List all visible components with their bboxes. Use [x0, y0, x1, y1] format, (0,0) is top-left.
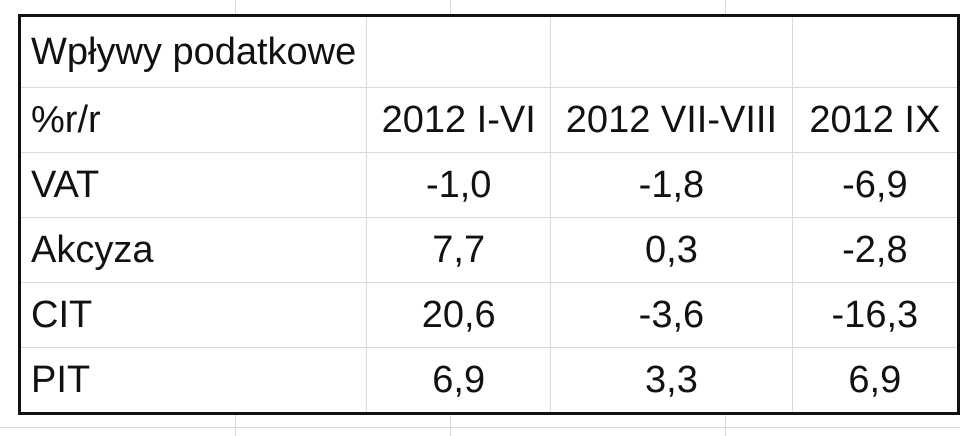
cell[interactable]: 20,6 [366, 282, 552, 348]
cell[interactable] [550, 15, 793, 88]
cell[interactable]: -2,8 [791, 217, 960, 283]
cell[interactable]: 6,9 [791, 347, 960, 414]
cell[interactable]: -3,6 [550, 282, 793, 348]
data-row: PIT 6,9 3,3 6,9 [18, 347, 960, 414]
data-row: VAT -1,0 -1,8 -6,9 [18, 152, 960, 218]
row-label[interactable]: Akcyza [18, 217, 368, 283]
table-title[interactable]: Wpływy podatkowe [18, 15, 368, 88]
grid-line [0, 427, 960, 428]
cell[interactable]: -6,9 [791, 152, 960, 218]
data-row: Akcyza 7,7 0,3 -2,8 [18, 217, 960, 283]
cell[interactable] [366, 15, 552, 88]
title-row: Wpływy podatkowe [18, 15, 960, 88]
data-row: CIT 20,6 -3,6 -16,3 [18, 282, 960, 348]
tax-table: Wpływy podatkowe %r/r 2012 I-VI 2012 VII-V… [18, 14, 960, 415]
cell[interactable]: 0,3 [550, 217, 793, 283]
row-label[interactable]: %r/r [18, 87, 368, 153]
row-label[interactable]: VAT [18, 152, 368, 218]
cell[interactable]: -16,3 [791, 282, 960, 348]
header-row: %r/r 2012 I-VI 2012 VII-VIII 2012 IX [18, 87, 960, 153]
cell[interactable]: -1,0 [366, 152, 552, 218]
cell[interactable] [791, 15, 960, 88]
cell[interactable]: -1,8 [550, 152, 793, 218]
table-body: Wpływy podatkowe %r/r 2012 I-VI 2012 VII-V… [18, 15, 960, 414]
cell[interactable]: 3,3 [550, 347, 793, 414]
cell[interactable]: 2012 I-VI [366, 87, 552, 153]
cell[interactable]: 2012 IX [791, 87, 960, 153]
cell[interactable]: 2012 VII-VIII [550, 87, 793, 153]
cell[interactable]: 7,7 [366, 217, 552, 283]
cell[interactable]: 6,9 [366, 347, 552, 414]
row-label[interactable]: CIT [18, 282, 368, 348]
row-label[interactable]: PIT [18, 347, 368, 414]
